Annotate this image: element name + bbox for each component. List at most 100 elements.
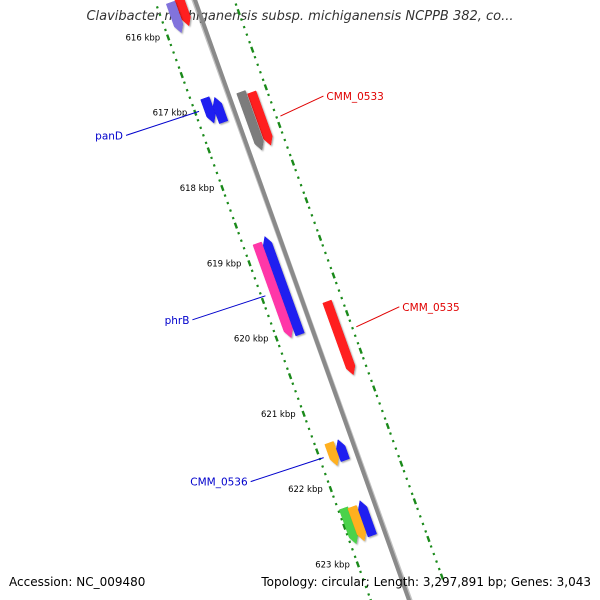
minor-tick-dot xyxy=(313,221,317,225)
minor-tick-dot xyxy=(267,93,270,97)
minor-tick-dot xyxy=(239,239,243,243)
minor-tick-dot xyxy=(269,322,273,325)
minor-tick-dot xyxy=(283,359,287,363)
minor-tick-dot xyxy=(383,417,387,420)
gene-feature[interactable] xyxy=(174,0,191,27)
tick-label: 622 kbp xyxy=(288,485,323,495)
gene-feature[interactable] xyxy=(212,96,229,124)
tick-label: 618 kbp xyxy=(180,184,215,194)
minor-tick-dot xyxy=(256,284,259,288)
minor-tick-dot xyxy=(196,118,200,122)
major-tick-mark xyxy=(315,448,320,455)
minor-tick-dot xyxy=(321,243,325,247)
major-tick-mark xyxy=(344,309,350,317)
minor-tick-dot xyxy=(275,116,279,119)
gene-feature[interactable] xyxy=(347,505,367,542)
gene-feature-highlight xyxy=(347,505,366,541)
major-tick-mark xyxy=(317,234,323,242)
gene-label[interactable]: CMM_0535 xyxy=(402,302,459,314)
gene-feature[interactable] xyxy=(252,241,293,339)
minor-tick-dot xyxy=(174,58,178,62)
minor-tick-dot xyxy=(364,364,368,368)
minor-tick-dot xyxy=(256,63,260,67)
gene-feature[interactable] xyxy=(200,96,216,124)
minor-tick-dot xyxy=(437,567,441,571)
gene-label[interactable]: CMM_0533 xyxy=(326,91,383,103)
major-tick-mark xyxy=(260,297,266,305)
gene-feature[interactable] xyxy=(322,299,356,376)
major-tick-mark xyxy=(250,46,255,53)
minor-tick-dot xyxy=(334,281,338,285)
minor-tick-dot xyxy=(229,209,232,212)
minor-tick-dot xyxy=(177,66,181,69)
minor-tick-dot xyxy=(367,371,371,375)
minor-tick-dot xyxy=(340,517,343,521)
minor-tick-dot xyxy=(231,216,235,220)
major-tick-mark xyxy=(372,385,377,392)
minor-tick-dot xyxy=(402,469,406,473)
gene-feature[interactable] xyxy=(263,236,305,337)
gene-label[interactable]: panD xyxy=(95,130,123,142)
minor-tick-dot xyxy=(323,472,327,476)
minor-tick-dot xyxy=(418,514,422,518)
major-tick-mark xyxy=(287,372,293,380)
major-tick-mark xyxy=(342,523,347,530)
gene-label[interactable]: CMM_0536 xyxy=(190,477,248,489)
minor-tick-dot xyxy=(310,213,314,217)
minor-tick-dot xyxy=(375,394,379,398)
minor-tick-dot xyxy=(370,379,373,383)
gene-feature[interactable] xyxy=(358,500,377,538)
accession-text: Accession: NC_009480 xyxy=(9,575,146,589)
minor-tick-dot xyxy=(340,296,344,300)
major-tick-mark xyxy=(247,260,252,267)
minor-tick-dot xyxy=(353,334,357,338)
major-tick-mark xyxy=(236,8,241,16)
gene-feature[interactable] xyxy=(336,439,350,462)
minor-tick-dot xyxy=(272,329,276,333)
minor-tick-dot xyxy=(253,276,257,280)
minor-tick-dot xyxy=(155,5,159,9)
minor-tick-dot xyxy=(237,231,241,235)
gene-feature-highlight xyxy=(253,242,293,338)
tick-label: 616 kbp xyxy=(126,33,161,43)
minor-tick-dot xyxy=(234,3,238,6)
gene-feature[interactable] xyxy=(324,441,339,466)
gene-label[interactable]: phrB xyxy=(165,315,190,327)
gene-feature-highlight xyxy=(236,90,264,150)
minor-tick-dot xyxy=(248,40,251,44)
minor-tick-dot xyxy=(345,532,349,536)
minor-tick-dot xyxy=(304,419,308,423)
minor-tick-dot xyxy=(315,228,319,232)
major-tick-mark xyxy=(328,485,333,493)
minor-tick-dot xyxy=(364,585,368,589)
minor-tick-dot xyxy=(201,133,205,137)
tick-label: 623 kbp xyxy=(315,560,350,570)
gene-feature[interactable] xyxy=(236,90,264,151)
minor-tick-dot xyxy=(253,55,257,59)
minor-tick-dot xyxy=(267,314,270,318)
minor-tick-dot xyxy=(394,447,398,451)
minor-tick-dot xyxy=(435,560,438,563)
minor-tick-dot xyxy=(429,545,433,548)
minor-tick-dot xyxy=(337,289,341,292)
minor-tick-dot xyxy=(351,547,354,551)
major-tick-mark xyxy=(385,422,390,430)
minor-tick-dot xyxy=(353,555,357,559)
minor-tick-dot xyxy=(296,176,300,180)
minor-tick-dot xyxy=(416,507,419,511)
major-tick-mark xyxy=(304,197,309,204)
minor-tick-dot xyxy=(259,70,262,74)
gene-feature-highlight xyxy=(336,439,350,462)
tick-label: 620 kbp xyxy=(234,335,269,345)
major-tick-mark xyxy=(439,573,445,580)
minor-tick-dot xyxy=(172,51,175,54)
major-tick-mark xyxy=(274,335,279,342)
tick-dots-layer xyxy=(155,3,445,600)
gene-feature[interactable] xyxy=(247,90,273,146)
gene-label-leader xyxy=(280,95,324,117)
minor-tick-dot xyxy=(264,307,268,310)
minor-tick-dot xyxy=(204,141,208,145)
gene-feature[interactable] xyxy=(165,0,184,34)
tick-label: 617 kbp xyxy=(153,109,188,119)
